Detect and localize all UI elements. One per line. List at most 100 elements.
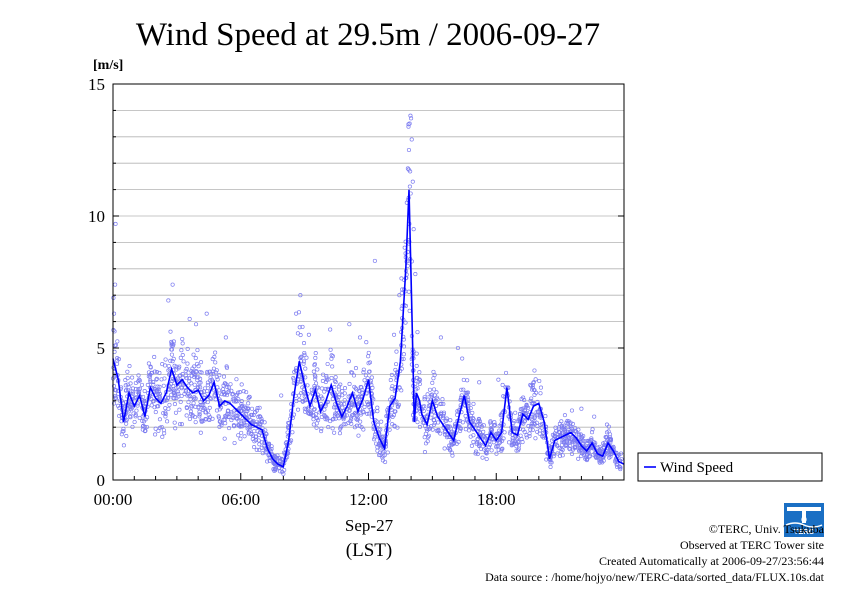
data-point [123, 383, 128, 388]
data-point [414, 375, 419, 380]
data-point [295, 331, 300, 336]
x-tick-label: 12:00 [349, 490, 388, 509]
data-point [389, 386, 394, 391]
data-point [251, 418, 256, 423]
data-point [506, 385, 511, 390]
data-point [151, 382, 156, 387]
data-point [501, 436, 506, 441]
data-point [177, 407, 182, 412]
data-point [123, 388, 129, 393]
data-point [174, 367, 179, 372]
data-point [205, 380, 210, 385]
data-point [379, 419, 384, 424]
data-point [249, 412, 255, 417]
data-point [187, 376, 192, 381]
data-point [113, 395, 118, 400]
data-point [232, 414, 237, 419]
data-point [503, 385, 508, 390]
data-point [367, 369, 372, 374]
data-point [137, 415, 142, 421]
data-point [130, 375, 135, 380]
data-point [194, 369, 199, 374]
data-point [436, 420, 441, 425]
data-point [238, 408, 243, 413]
x-tick-label: 18:00 [477, 490, 516, 509]
data-point [342, 391, 347, 396]
data-point [516, 446, 521, 451]
data-point [168, 358, 173, 363]
data-point [252, 445, 257, 450]
data-point [146, 361, 151, 366]
data-point [407, 308, 412, 313]
data-point [458, 397, 463, 402]
data-point [461, 377, 466, 382]
data-point [577, 448, 582, 454]
data-point [185, 346, 190, 351]
data-point [455, 412, 460, 417]
data-point [111, 401, 117, 406]
data-point [237, 406, 242, 411]
data-point [358, 412, 363, 417]
data-point [184, 406, 190, 411]
data-point [332, 413, 337, 418]
data-point [312, 362, 317, 367]
data-point [250, 419, 255, 424]
data-point [496, 377, 501, 382]
data-point [236, 397, 241, 402]
data-point [112, 311, 117, 316]
data-point [497, 428, 502, 433]
data-point [229, 418, 234, 423]
data-point [461, 387, 466, 392]
data-point [219, 423, 224, 428]
data-point [482, 447, 487, 452]
data-point [377, 453, 382, 458]
data-point [197, 412, 202, 417]
data-point [394, 349, 399, 354]
data-point [194, 369, 199, 374]
data-point [330, 354, 335, 359]
footer-observed: Observed at TERC Tower site [679, 538, 824, 552]
data-point [515, 437, 520, 442]
data-point [579, 406, 584, 411]
data-point [113, 282, 118, 287]
data-point [551, 454, 556, 459]
data-point [187, 316, 192, 322]
data-point [618, 451, 624, 456]
data-point [381, 453, 386, 459]
data-point [534, 410, 539, 415]
data-point [362, 404, 367, 410]
scatter-points [111, 113, 624, 476]
data-point [205, 389, 210, 394]
data-point [557, 446, 562, 451]
data-point [328, 347, 333, 352]
data-point [522, 419, 527, 424]
data-point [415, 420, 420, 425]
data-point [354, 417, 359, 422]
grid [113, 110, 624, 455]
data-point [241, 389, 246, 394]
data-point [366, 411, 371, 416]
data-point [226, 385, 231, 390]
data-point [559, 446, 564, 452]
data-point [489, 427, 494, 432]
data-point [169, 347, 174, 352]
data-point [375, 422, 381, 427]
data-point [119, 432, 124, 437]
data-point [581, 434, 586, 439]
data-point [361, 410, 366, 415]
data-point [563, 436, 568, 442]
data-point [554, 428, 559, 433]
data-point [467, 424, 472, 429]
data-point [576, 427, 581, 432]
data-point [528, 382, 533, 388]
data-point [228, 382, 233, 387]
data-point [393, 367, 398, 372]
data-point [303, 375, 308, 380]
data-point [173, 426, 178, 431]
data-point [152, 405, 157, 410]
data-point [260, 451, 265, 456]
data-point [172, 402, 177, 407]
data-point [438, 402, 443, 407]
data-point [258, 414, 263, 419]
data-point [422, 404, 427, 409]
